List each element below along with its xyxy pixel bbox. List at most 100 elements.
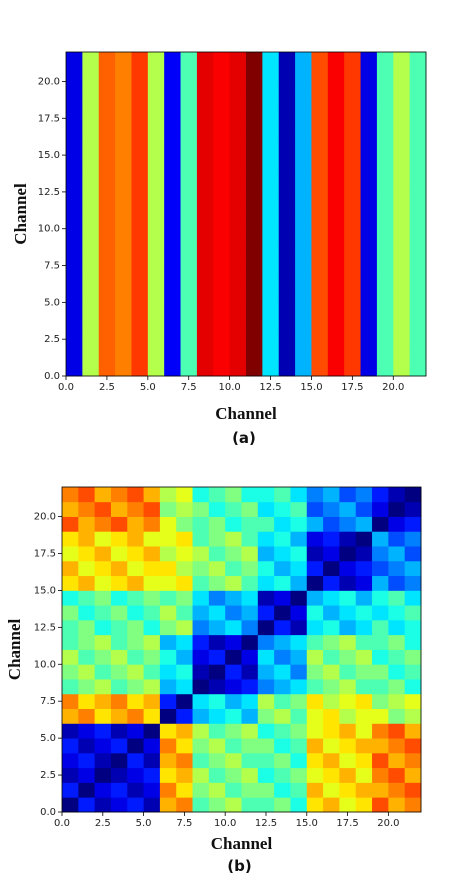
heatmap-cell: [241, 590, 259, 606]
heatmap-cell: [404, 723, 422, 739]
heatmap-cell: [78, 575, 96, 591]
heatmap-cell: [360, 214, 378, 230]
heatmap-cell: [192, 767, 210, 783]
heatmap-cell: [164, 361, 181, 377]
heatmap-cell: [274, 782, 291, 798]
heatmap-cell: [388, 634, 406, 650]
heatmap-cell: [274, 723, 291, 739]
heatmap-cell: [409, 302, 427, 318]
heatmap-cell: [98, 184, 116, 200]
heatmap-cell: [192, 708, 210, 724]
heatmap-cell: [257, 516, 275, 532]
heatmap-cell: [131, 243, 149, 259]
heatmap-cell: [147, 184, 165, 200]
heatmap-cell: [246, 52, 263, 68]
heatmap-cell: [66, 125, 83, 141]
heatmap-cell: [176, 752, 193, 769]
heatmap-cell: [147, 346, 165, 362]
heatmap-cell: [393, 199, 411, 215]
y-tick-label: 10.0: [34, 659, 56, 670]
heatmap-cell: [62, 546, 79, 562]
heatmap-cell: [376, 96, 394, 112]
heatmap-cell: [290, 501, 308, 517]
heatmap-cell: [344, 361, 361, 377]
heatmap-cell: [339, 487, 357, 503]
heatmap-cell: [176, 708, 193, 724]
heatmap-cell: [94, 752, 112, 769]
heatmap-cell: [225, 723, 242, 739]
heatmap-cell: [339, 664, 357, 680]
heatmap-cell: [196, 169, 214, 185]
heatmap-cell: [388, 531, 406, 547]
heatmap-cell: [306, 487, 324, 503]
heatmap-cell: [192, 605, 210, 621]
heatmap-cell: [229, 346, 247, 362]
heatmap-cell: [62, 738, 79, 754]
heatmap-cell: [327, 272, 345, 289]
heatmap-cell: [388, 693, 406, 709]
heatmap-cell: [213, 361, 231, 377]
heatmap-cell: [164, 81, 181, 97]
heatmap-cell: [110, 590, 128, 606]
heatmap-cell: [372, 605, 389, 621]
heatmap-cell: [246, 81, 263, 97]
heatmap-cell: [98, 287, 116, 303]
heatmap-cell: [393, 346, 411, 362]
heatmap-cell: [306, 546, 324, 562]
heatmap-cell: [82, 317, 100, 333]
heatmap-cell: [180, 66, 198, 82]
heatmap-cell: [327, 81, 345, 97]
heatmap-cell: [404, 664, 422, 680]
heatmap-cell: [306, 738, 324, 754]
heatmap-cell: [274, 575, 291, 591]
heatmap-cell: [306, 767, 324, 783]
heatmap-cell: [229, 52, 247, 68]
heatmap-cell: [115, 287, 132, 303]
heatmap-cell: [404, 531, 422, 547]
heatmap-cell: [290, 546, 308, 562]
heatmap-cell: [246, 169, 263, 185]
heatmap-cell: [344, 81, 361, 97]
heatmap-cell: [290, 693, 308, 709]
heatmap-cell: [278, 81, 296, 97]
heatmap-cell: [409, 81, 427, 97]
heatmap-cell: [127, 634, 144, 650]
heatmap-cell: [98, 199, 116, 215]
heatmap-cell: [82, 66, 100, 82]
plot-frame: [65, 51, 427, 377]
heatmap-cell: [110, 516, 128, 532]
heatmap-cell: [257, 590, 275, 606]
heatmap-cell: [241, 767, 259, 783]
heatmap-cell: [180, 302, 198, 318]
heatmap-cell: [311, 140, 329, 156]
heatmap-cell: [393, 81, 411, 97]
heatmap-cell: [372, 738, 389, 754]
heatmap-cell: [311, 258, 329, 274]
heatmap-cell: [229, 110, 247, 127]
heatmap-cell: [311, 110, 329, 127]
heatmap-cell: [360, 66, 378, 82]
heatmap-cell: [246, 66, 263, 82]
heatmap-cell: [213, 110, 231, 127]
heatmap-cell: [98, 317, 116, 333]
heatmap-cell: [257, 693, 275, 709]
heatmap-cell: [62, 619, 79, 636]
heatmap-cell: [257, 575, 275, 591]
heatmap-cell: [290, 531, 308, 547]
heatmap-cell: [164, 52, 181, 68]
heatmap-cell: [376, 214, 394, 230]
heatmap-cell: [196, 125, 214, 141]
heatmap-cell: [344, 184, 361, 200]
heatmap-cell: [159, 797, 177, 813]
heatmap-cell: [360, 96, 378, 112]
heatmap-cell: [323, 664, 340, 680]
heatmap-cell: [115, 214, 132, 230]
heatmap-cell: [306, 752, 324, 769]
heatmap-cell: [257, 797, 275, 813]
heatmap-cell: [143, 752, 161, 769]
heatmap-cell: [192, 546, 210, 562]
heatmap-cell: [94, 546, 112, 562]
heatmap-cell: [339, 708, 357, 724]
heatmap-cell: [180, 199, 198, 215]
heatmap-cell: [159, 723, 177, 739]
